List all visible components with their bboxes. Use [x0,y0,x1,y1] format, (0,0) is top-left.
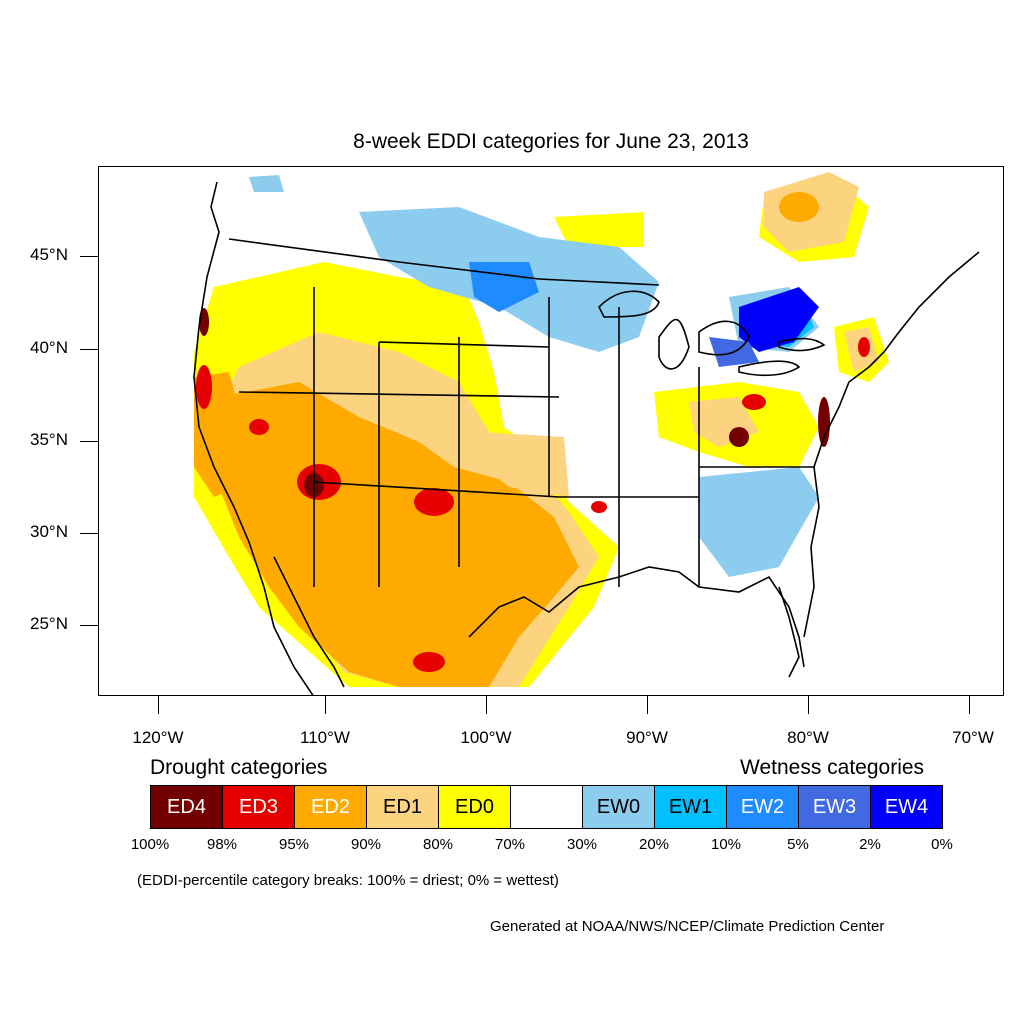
legend-swatch-neutral [510,785,583,829]
break-label: 80% [422,836,454,853]
break-label: 5% [787,836,809,853]
lat-tick [80,349,98,350]
lon-tick [647,696,648,714]
break-label: 20% [638,836,670,853]
lon-label-100w: 100°W [460,728,512,747]
lat-label-40: 40°N [30,338,68,357]
map-title: 8-week EDDI categories for June 23, 2013 [353,130,749,153]
break-label: 100% [130,836,170,853]
legend-swatch-ew2: EW2 [726,785,799,829]
eddi-map [98,166,1004,696]
legend-swatch-ed3: ED3 [222,785,295,829]
legend-swatch-ed2: ED2 [294,785,367,829]
lat-label-35: 35°N [30,430,68,449]
legend-swatch-ed0: ED0 [438,785,511,829]
lat-tick [80,256,98,257]
legend-swatch-ed4: ED4 [150,785,223,829]
lat-label-45: 45°N [30,245,68,264]
lon-tick [158,696,159,714]
lon-tick [808,696,809,714]
map-canvas [193,172,980,695]
lon-label-110w: 110°W [300,728,350,747]
lon-tick [486,696,487,714]
lat-tick [80,441,98,442]
lon-tick [969,696,970,714]
legend-swatch-ew0: EW0 [582,785,655,829]
break-label: 95% [278,836,310,853]
lat-label-25: 25°N [30,614,68,633]
lat-tick [80,625,98,626]
category-fills [194,172,889,687]
wetness-categories-heading: Wetness categories [740,756,925,779]
drought-categories-heading: Drought categories [150,756,328,779]
lon-label-90w: 90°W [626,728,668,747]
break-label: 90% [350,836,382,853]
lat-label-30: 30°N [30,522,68,541]
legend-swatch-ew3: EW3 [798,785,871,829]
break-label: 30% [566,836,598,853]
break-label: 10% [710,836,742,853]
credit-text: Generated at NOAA/NWS/NCEP/Climate Predi… [490,918,885,935]
lat-tick [80,533,98,534]
legend-swatch-ew1: EW1 [654,785,727,829]
category-note: (EDDI-percentile category breaks: 100% =… [137,872,559,889]
category-colorbar: ED4 ED3 ED2 ED1 ED0 EW0 EW1 EW2 EW3 EW4 [150,785,943,829]
map-outlines [193,181,980,695]
lon-label-70w: 70°W [952,728,994,747]
break-label: 70% [494,836,526,853]
lon-label-120w: 120°W [132,728,184,747]
legend-swatch-ed1: ED1 [366,785,439,829]
lon-label-80w: 80°W [787,728,829,747]
break-label: 98% [206,836,238,853]
break-label: 0% [931,836,953,853]
break-label: 2% [859,836,881,853]
legend-swatch-ew4: EW4 [870,785,943,829]
lon-tick [325,696,326,714]
